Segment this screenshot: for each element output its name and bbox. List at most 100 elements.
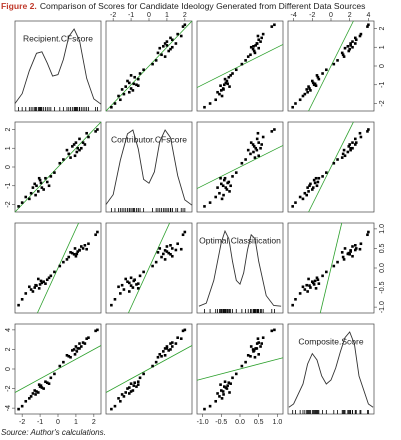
point	[270, 25, 274, 28]
point	[358, 131, 362, 135]
point	[85, 337, 88, 340]
point	[129, 284, 133, 287]
point	[249, 141, 253, 144]
point	[359, 135, 363, 139]
identity-line	[319, 222, 343, 314]
point	[151, 364, 154, 368]
point	[28, 285, 31, 289]
x-tick-label: -1	[128, 12, 134, 19]
point	[119, 399, 122, 403]
point	[367, 230, 370, 234]
point	[160, 53, 163, 57]
identity-line	[308, 121, 354, 213]
density-curve	[14, 28, 102, 105]
point	[45, 180, 49, 184]
point	[221, 184, 225, 188]
point	[315, 276, 319, 280]
point	[29, 395, 33, 398]
point	[176, 336, 179, 339]
point	[220, 397, 224, 400]
point	[218, 92, 221, 96]
point	[127, 386, 131, 389]
point	[31, 392, 35, 395]
point	[203, 205, 206, 208]
point	[96, 128, 99, 131]
point	[181, 233, 185, 237]
point	[75, 350, 79, 353]
point	[127, 281, 131, 285]
point	[129, 74, 133, 77]
point	[347, 49, 351, 53]
point	[36, 190, 40, 193]
point	[122, 92, 126, 96]
point	[49, 376, 53, 380]
point	[354, 248, 357, 252]
point	[163, 55, 167, 58]
point	[136, 84, 140, 87]
point	[308, 284, 311, 287]
point	[169, 342, 172, 345]
point	[303, 92, 307, 96]
x-tick-label: 1.0	[273, 419, 283, 426]
point	[366, 233, 369, 237]
point	[273, 128, 276, 131]
point	[254, 44, 258, 47]
point	[260, 36, 263, 40]
point	[229, 74, 232, 77]
point	[20, 404, 24, 408]
point	[246, 55, 250, 58]
point	[367, 128, 370, 131]
point	[218, 395, 221, 398]
point	[170, 254, 174, 258]
point	[136, 287, 140, 290]
y-tick-label: 1.0	[379, 224, 386, 234]
point	[87, 242, 90, 246]
point	[83, 342, 87, 345]
point	[67, 255, 71, 259]
point	[256, 131, 260, 135]
point	[167, 49, 171, 53]
point	[117, 397, 120, 400]
point	[347, 145, 351, 148]
point	[348, 47, 351, 51]
identity-line	[196, 44, 284, 88]
x-tick-label: 1	[165, 12, 169, 19]
point	[306, 90, 309, 94]
point	[216, 392, 219, 395]
point	[162, 350, 165, 353]
point	[62, 158, 65, 161]
point	[252, 350, 255, 353]
point	[156, 355, 160, 359]
point	[156, 51, 160, 55]
point	[167, 251, 171, 255]
point	[17, 303, 20, 307]
y-tick-label: 0.5	[379, 243, 386, 253]
point	[225, 387, 229, 390]
point	[231, 72, 234, 75]
point	[65, 354, 69, 357]
point	[252, 150, 255, 154]
panel-frame	[105, 121, 193, 213]
point	[79, 146, 83, 150]
point	[142, 270, 145, 274]
point	[291, 303, 294, 307]
point	[313, 82, 317, 86]
density-curve	[105, 129, 193, 206]
point	[249, 345, 253, 348]
point	[169, 244, 172, 247]
point	[314, 176, 318, 180]
point	[358, 247, 362, 251]
point	[151, 264, 154, 268]
point	[223, 176, 227, 180]
point	[244, 360, 247, 364]
point	[126, 280, 129, 283]
point	[343, 247, 347, 250]
point	[72, 253, 76, 256]
point	[359, 32, 363, 36]
point	[308, 184, 311, 188]
point	[354, 38, 358, 42]
panel-frame	[105, 323, 193, 415]
point	[87, 336, 90, 339]
point	[325, 270, 328, 274]
point	[142, 68, 145, 72]
